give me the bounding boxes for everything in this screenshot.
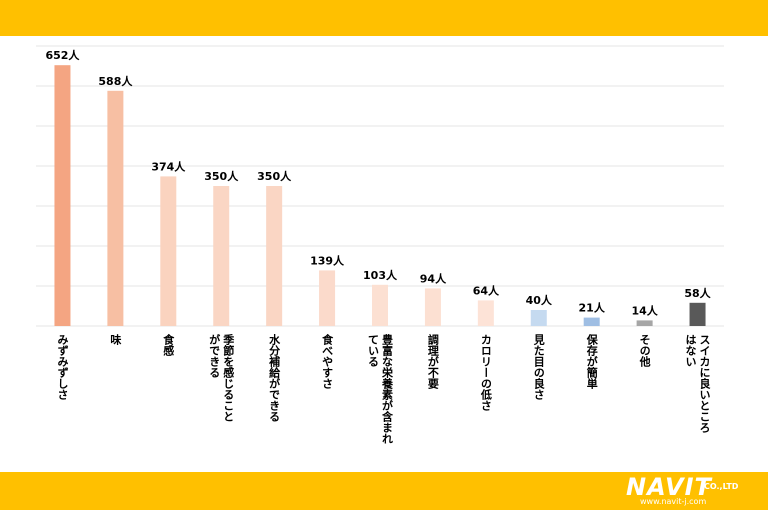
category-label: みずみずしさ <box>56 334 69 401</box>
value-label: 588人 <box>98 74 133 88</box>
bar <box>636 320 653 326</box>
value-label: 14人 <box>631 303 658 317</box>
navit-logo: NAVIT CO.,LTD www.navit-j.com <box>626 474 756 508</box>
category-label: ができる <box>208 333 221 379</box>
value-label: 21人 <box>579 301 606 315</box>
bar <box>319 270 336 326</box>
bar <box>213 186 230 326</box>
value-label: 139人 <box>310 253 345 267</box>
logo-url: www.navit-j.com <box>640 497 707 506</box>
logo-company-suffix: CO.,LTD <box>704 482 739 491</box>
bottom-banner <box>0 472 768 510</box>
value-label: 58人 <box>684 286 711 300</box>
value-label: 103人 <box>363 268 398 282</box>
value-label: 350人 <box>204 169 239 183</box>
category-label: 豊富な栄養素が含まれ <box>381 333 395 444</box>
category-label: ている <box>367 334 380 368</box>
category-label: 季節を感じること <box>222 333 236 422</box>
category-label: その他 <box>638 334 652 368</box>
bar <box>54 65 71 326</box>
category-label: 保存が簡単 <box>585 333 599 390</box>
bar <box>689 302 706 326</box>
value-labels: 652人 588人 374人 350人 350人 139人 103人 94人 64人 40人 21人… <box>45 48 711 317</box>
category-label: 食べやすさ <box>321 333 334 390</box>
bar <box>424 288 441 326</box>
value-label: 64人 <box>473 283 500 297</box>
bar <box>266 186 283 326</box>
bar <box>530 310 547 326</box>
value-label: 374人 <box>151 159 186 173</box>
category-label: 水分補給ができる <box>268 333 282 423</box>
top-banner <box>0 0 768 36</box>
bars <box>54 65 706 326</box>
category-label: カロリーの低さ <box>479 334 493 412</box>
category-label: 食感 <box>162 333 175 357</box>
logo-wordmark: NAVIT <box>626 473 712 501</box>
bar-chart: 652人 588人 374人 350人 350人 139人 103人 94人 64人 40人 21人… <box>36 45 724 444</box>
category-label: 見た目の良さ <box>532 334 546 401</box>
value-label: 40人 <box>526 293 553 307</box>
bar <box>477 300 494 326</box>
category-label: 味 <box>109 333 122 346</box>
bar <box>583 317 600 326</box>
value-label: 652人 <box>45 48 80 62</box>
category-label: スイカに良いところ <box>698 334 711 434</box>
category-label: はない <box>684 334 697 367</box>
value-label: 94人 <box>420 271 447 285</box>
bar <box>107 90 124 326</box>
bar <box>160 176 177 326</box>
bar <box>372 284 388 326</box>
gridlines <box>36 45 724 327</box>
category-label: 調理が不要 <box>426 333 439 390</box>
value-label: 350人 <box>257 169 292 183</box>
